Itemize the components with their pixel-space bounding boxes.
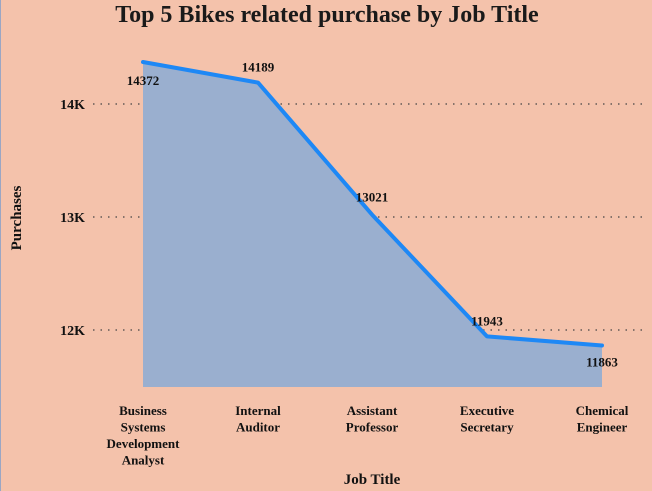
data-label: 14189	[242, 60, 275, 75]
x-category-label: Executive Secretary	[460, 403, 514, 435]
data-labels: 14372 14189 13021 11943 11863	[127, 60, 619, 370]
x-category-label-line: Development	[107, 436, 181, 451]
x-category-label-line: Auditor	[236, 420, 280, 435]
y-axis-title: Purchases	[9, 185, 25, 250]
data-label: 14372	[127, 73, 160, 88]
data-label: 11863	[586, 354, 618, 369]
x-category-label-line: Chemical	[576, 403, 629, 418]
x-category-label: Internal Auditor	[235, 403, 281, 435]
x-category-label-line: Secretary	[460, 420, 514, 435]
line-layer	[141, 60, 604, 348]
data-label: 11943	[471, 313, 503, 328]
x-category-label-line: Engineer	[577, 420, 628, 435]
x-category-label-line: Executive	[460, 403, 514, 418]
chart-title: Top 5 Bikes related purchase by Job Titl…	[115, 2, 539, 28]
y-tick-label: 13K	[60, 211, 85, 226]
x-category-label-line: Professor	[346, 420, 399, 435]
series-line	[141, 60, 604, 348]
y-tick-label: 12K	[60, 324, 85, 339]
y-tick-label: 14K	[60, 98, 85, 113]
x-category-label: Chemical Engineer	[576, 403, 629, 435]
area-layer	[143, 62, 602, 387]
x-category-label-line: Business	[119, 403, 167, 418]
x-axis-title: Job Title	[344, 472, 401, 488]
x-category-label-line: Assistant	[347, 403, 398, 418]
x-category-label-line: Analyst	[122, 453, 165, 468]
y-tick-labels: 12K 13K 14K	[60, 98, 85, 339]
x-category-label: Assistant Professor	[346, 403, 399, 435]
data-label: 13021	[356, 190, 389, 205]
area-fill	[143, 62, 602, 387]
x-category-label-line: Internal	[235, 403, 281, 418]
x-category-label-line: Systems	[121, 420, 166, 435]
